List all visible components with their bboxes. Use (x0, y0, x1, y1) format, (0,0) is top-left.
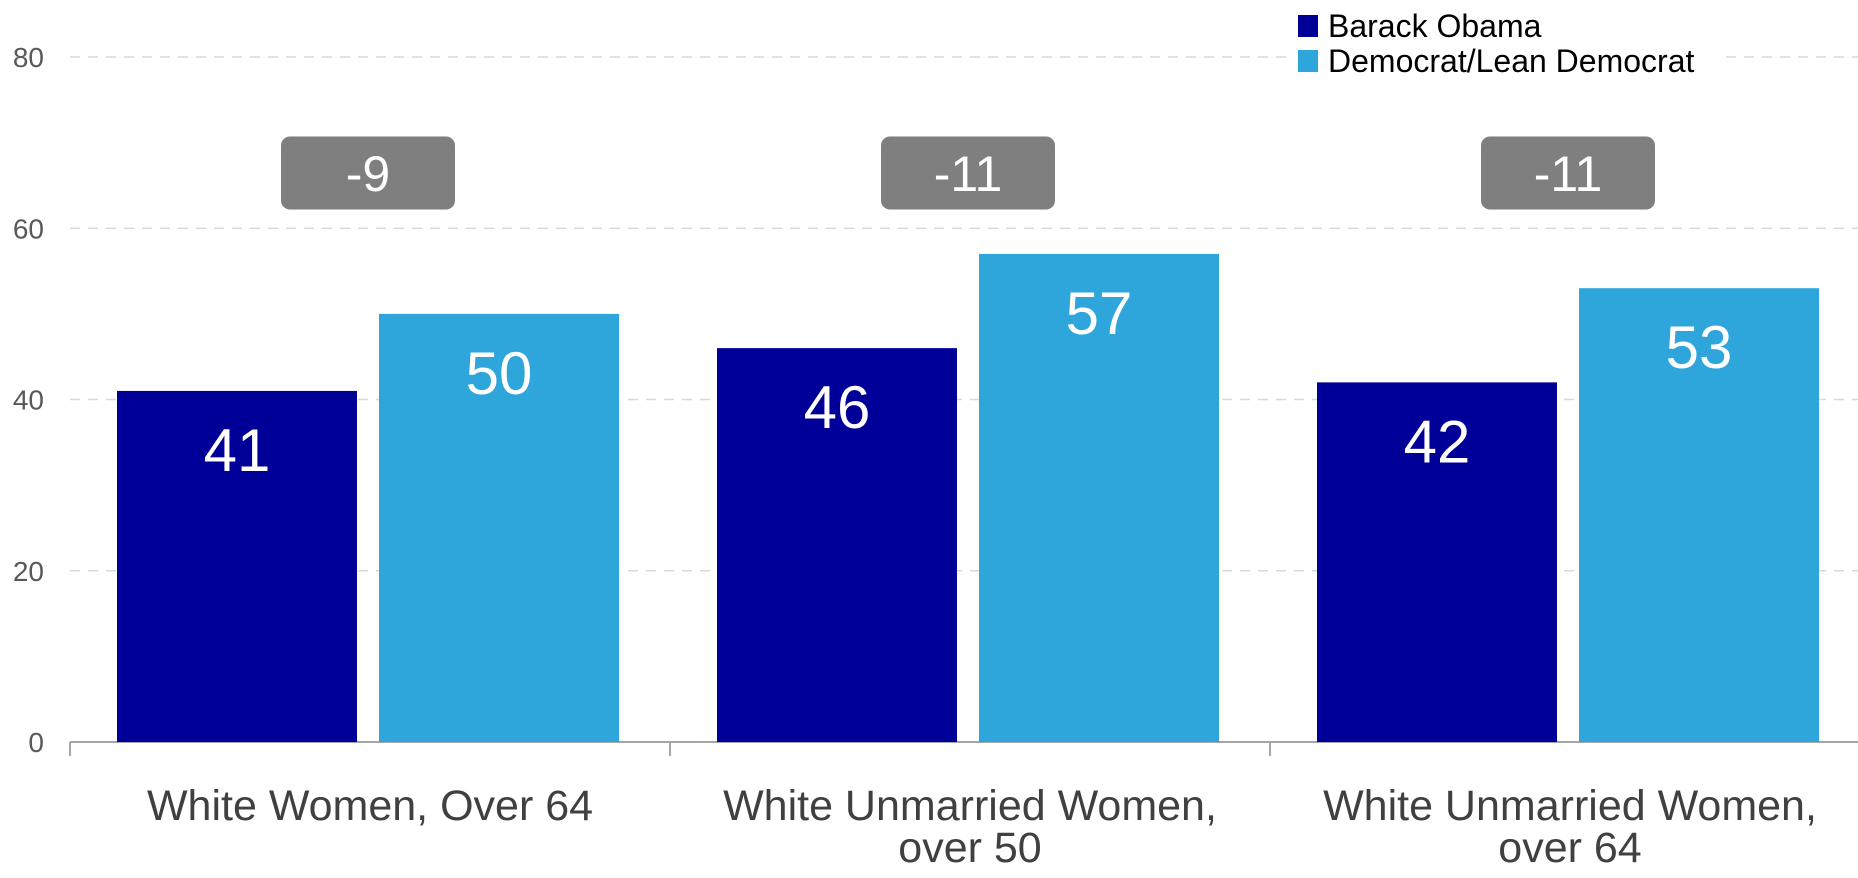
legend-swatch (1298, 50, 1318, 72)
y-tick-label: 80 (13, 42, 44, 73)
legend-swatch (1298, 15, 1318, 37)
category-label: White Unmarried Women, over 64 (1323, 782, 1817, 872)
bar-democrat-0 (379, 313, 619, 742)
bars: 41 50 46 57 42 53 (117, 253, 1819, 742)
legend-label: Barack Obama (1328, 8, 1542, 44)
axes: 0 20 40 60 80 White Women, Over 64 White Unmar… (13, 42, 1858, 872)
data-label: 53 (1666, 314, 1733, 381)
y-tick-label: 0 (28, 727, 44, 758)
category-label: White Unmarried Women, over 50 (723, 782, 1217, 872)
difference-box (281, 136, 455, 210)
difference-box (1481, 136, 1655, 210)
data-label: 42 (1404, 408, 1471, 475)
legend-background (1290, 8, 1720, 44)
difference-label: -11 (934, 146, 1003, 202)
gridlines (70, 56, 1858, 572)
difference-boxes: -9 -11 -11 (281, 136, 1655, 210)
bar-obama-1 (717, 348, 957, 742)
y-tick-label: 20 (13, 556, 44, 587)
legend-label: Democrat/Lean Democrat (1328, 43, 1694, 79)
legend-background (1290, 43, 1720, 79)
data-label: 46 (804, 374, 871, 441)
bar-democrat-2 (1579, 288, 1819, 742)
bar-obama-2 (1317, 382, 1557, 742)
data-label: 57 (1066, 280, 1133, 347)
bar-democrat-1 (979, 253, 1219, 742)
bar-obama-0 (117, 390, 357, 742)
data-label: 41 (204, 417, 271, 484)
difference-label: -9 (346, 146, 390, 202)
difference-label: -11 (1534, 146, 1603, 202)
y-tick-label: 40 (13, 385, 44, 416)
difference-box (881, 136, 1055, 210)
y-tick-label: 60 (13, 213, 44, 244)
data-label: 50 (466, 340, 533, 407)
category-label: White Women, Over 64 (147, 782, 593, 830)
